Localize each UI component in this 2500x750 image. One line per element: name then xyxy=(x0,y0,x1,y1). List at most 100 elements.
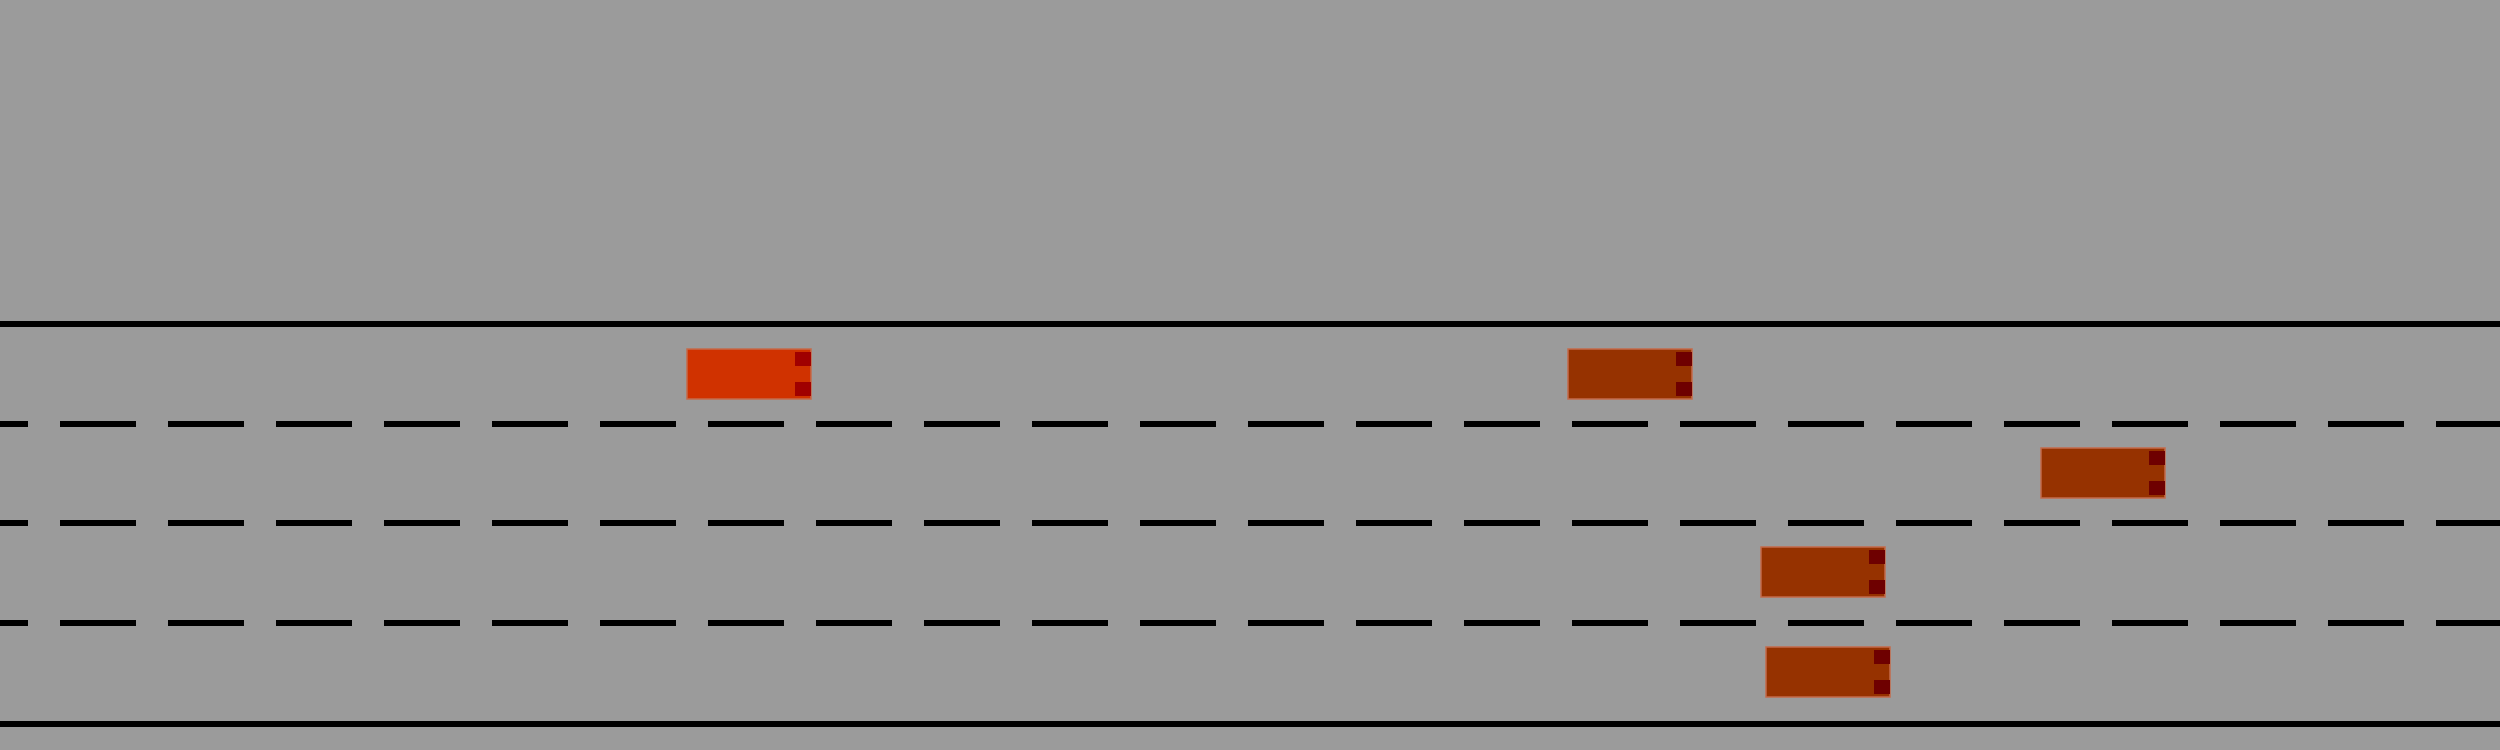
lane-dash xyxy=(816,421,892,427)
headlight-left xyxy=(1676,352,1692,366)
lane-dash xyxy=(2220,520,2296,526)
lane-dash xyxy=(0,520,28,526)
lane-dash xyxy=(924,520,1000,526)
lane-dash xyxy=(0,421,28,427)
lane-dash xyxy=(1356,421,1432,427)
lane-dash xyxy=(1140,520,1216,526)
lane-dash xyxy=(2004,421,2080,427)
headlight-left xyxy=(1869,550,1885,564)
lane-dash xyxy=(492,520,568,526)
lane-dash xyxy=(1032,520,1108,526)
lane-dash xyxy=(2328,421,2404,427)
lane-lines xyxy=(0,321,2500,727)
lane-dash xyxy=(1248,421,1324,427)
lane-dash xyxy=(600,620,676,626)
vehicle-body xyxy=(686,348,812,400)
road-edge-bottom xyxy=(0,721,2500,727)
headlight-right xyxy=(1874,680,1890,694)
lane-dash xyxy=(924,421,1000,427)
lane-dash xyxy=(60,520,136,526)
lane-dash xyxy=(0,620,28,626)
lane-dash xyxy=(1572,620,1648,626)
lane-dash xyxy=(708,620,784,626)
lane-dash xyxy=(1680,421,1756,427)
lane-dash xyxy=(276,620,352,626)
lane-dash xyxy=(708,421,784,427)
lane-dash xyxy=(2220,620,2296,626)
headlight-right xyxy=(1676,382,1692,396)
lane-dash xyxy=(816,520,892,526)
lane-dash xyxy=(2112,520,2188,526)
lane-dash xyxy=(1356,520,1432,526)
lane-dash xyxy=(384,421,460,427)
lane-dash xyxy=(2220,421,2296,427)
lane-dash xyxy=(1896,620,1972,626)
lane-dash xyxy=(1572,421,1648,427)
lane-dash xyxy=(2004,520,2080,526)
lane-dash xyxy=(1032,620,1108,626)
lane-dash xyxy=(2436,620,2500,626)
vehicles xyxy=(686,348,2166,698)
lane-divider-1 xyxy=(0,421,2500,427)
lane-dash xyxy=(1572,520,1648,526)
lane-dash xyxy=(924,620,1000,626)
vehicle-body xyxy=(2040,447,2166,499)
lane-dash xyxy=(384,520,460,526)
headlight-left xyxy=(1874,650,1890,664)
headlight-right xyxy=(2149,481,2165,495)
lane-dash xyxy=(600,421,676,427)
lane-dash xyxy=(2112,620,2188,626)
lane-dash xyxy=(1464,520,1540,526)
lane-dash xyxy=(60,620,136,626)
lane-dash xyxy=(168,620,244,626)
headlight-left xyxy=(795,352,811,366)
vehicle-body xyxy=(1760,546,1886,598)
lane-dash xyxy=(1788,620,1864,626)
vehicle xyxy=(1765,646,1891,698)
lane-dash xyxy=(1248,520,1324,526)
lane-dash xyxy=(2436,421,2500,427)
lane-dash xyxy=(168,520,244,526)
lane-dash xyxy=(492,421,568,427)
lane-divider-3 xyxy=(0,620,2500,626)
lane-dash xyxy=(816,620,892,626)
lane-dash xyxy=(60,421,136,427)
lane-dash xyxy=(1356,620,1432,626)
vehicle xyxy=(1567,348,1693,400)
lane-divider-2 xyxy=(0,520,2500,526)
lane-dash xyxy=(1788,421,1864,427)
lane-dash xyxy=(1032,421,1108,427)
lane-dash xyxy=(1248,620,1324,626)
lane-dash xyxy=(2328,520,2404,526)
vehicle xyxy=(1760,546,1886,598)
vehicle-body xyxy=(1567,348,1693,400)
lane-dash xyxy=(1680,520,1756,526)
lane-dash xyxy=(384,620,460,626)
lane-dash xyxy=(1464,620,1540,626)
headlight-right xyxy=(1869,580,1885,594)
lane-dash xyxy=(1140,421,1216,427)
lane-dash xyxy=(276,421,352,427)
headlight-right xyxy=(795,382,811,396)
lane-dash xyxy=(1464,421,1540,427)
lane-dash xyxy=(2112,421,2188,427)
lane-dash xyxy=(600,520,676,526)
lane-dash xyxy=(2328,620,2404,626)
ego-vehicle xyxy=(686,348,812,400)
headlight-left xyxy=(2149,451,2165,465)
lane-dash xyxy=(276,520,352,526)
lane-dash xyxy=(168,421,244,427)
lane-dash xyxy=(1896,520,1972,526)
lane-dash xyxy=(1896,421,1972,427)
vehicle xyxy=(2040,447,2166,499)
lane-dash xyxy=(1140,620,1216,626)
lane-dash xyxy=(492,620,568,626)
lane-dash xyxy=(1788,520,1864,526)
lane-dash xyxy=(2004,620,2080,626)
lane-dash xyxy=(1680,620,1756,626)
lane-dash xyxy=(2436,520,2500,526)
vehicle-body xyxy=(1765,646,1891,698)
